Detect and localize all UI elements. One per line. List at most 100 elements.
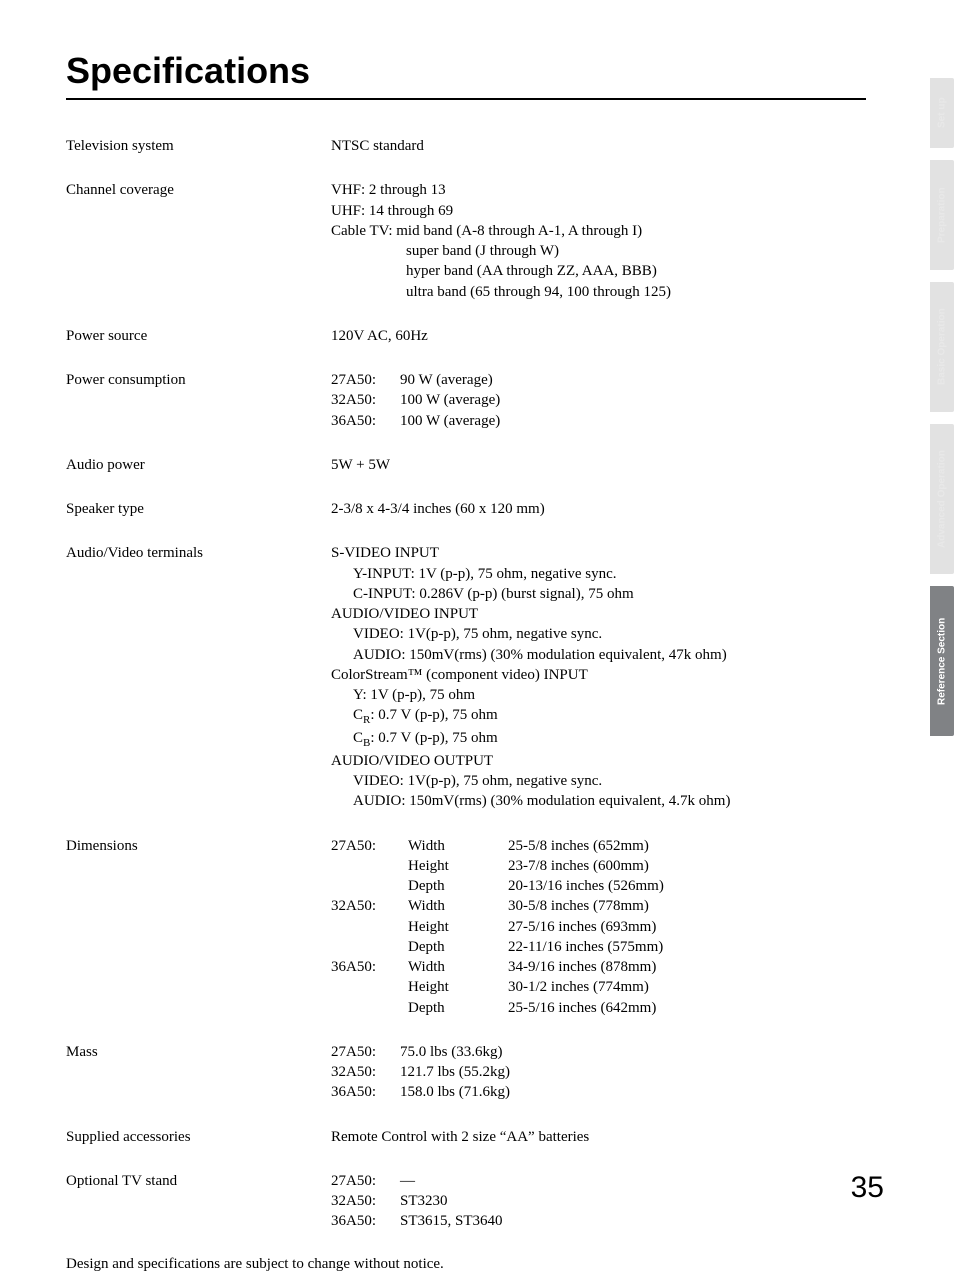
model-line: 27A50:— bbox=[331, 1171, 894, 1191]
dimension-line: 32A50:Width30-5/8 inches (778mm) bbox=[331, 896, 894, 916]
dimension-value: 30-1/2 inches (774mm) bbox=[508, 977, 894, 997]
spec-value: VHF: 2 through 13 UHF: 14 through 69 Cab… bbox=[331, 180, 894, 302]
dimension-value: 27-5/16 inches (693mm) bbox=[508, 917, 894, 937]
spec-label: Mass bbox=[66, 1042, 331, 1062]
dimension-model bbox=[331, 856, 408, 876]
dimension-model bbox=[331, 998, 408, 1018]
dimension-measure: Depth bbox=[408, 937, 508, 957]
spec-row-power-source: Power source 120V AC, 60Hz bbox=[66, 326, 894, 346]
dimension-measure: Height bbox=[408, 917, 508, 937]
dimension-line: Depth22-11/16 inches (575mm) bbox=[331, 937, 894, 957]
model-value: 75.0 lbs (33.6kg) bbox=[400, 1042, 503, 1062]
av-group-item: CB: 0.7 V (p-p), 75 ohm bbox=[331, 728, 894, 751]
spec-value: 27A50:75.0 lbs (33.6kg) 32A50:121.7 lbs … bbox=[331, 1042, 894, 1103]
spec-value: 2-3/8 x 4-3/4 inches (60 x 120 mm) bbox=[331, 499, 894, 519]
model-name: 36A50: bbox=[331, 411, 400, 431]
coverage-line-indent: super band (J through W) bbox=[331, 241, 894, 261]
model-name: 27A50: bbox=[331, 1171, 400, 1191]
spec-row-dimensions: Dimensions 27A50:Width25-5/8 inches (652… bbox=[66, 836, 894, 1018]
spec-label: Dimensions bbox=[66, 836, 331, 856]
spec-row-power-consumption: Power consumption 27A50:90 W (average) 3… bbox=[66, 370, 894, 431]
model-name: 32A50: bbox=[331, 1062, 400, 1082]
av-group-head: AUDIO/VIDEO INPUT bbox=[331, 604, 894, 624]
spec-row-mass: Mass 27A50:75.0 lbs (33.6kg) 32A50:121.7… bbox=[66, 1042, 894, 1103]
model-line: 36A50:158.0 lbs (71.6kg) bbox=[331, 1082, 894, 1102]
dimension-measure: Width bbox=[408, 896, 508, 916]
av-group-item: Y-INPUT: 1V (p-p), 75 ohm, negative sync… bbox=[331, 564, 894, 584]
coverage-line-indent: ultra band (65 through 94, 100 through 1… bbox=[331, 282, 894, 302]
dimension-line: Depth20-13/16 inches (526mm) bbox=[331, 876, 894, 896]
spec-label: Television system bbox=[66, 136, 331, 156]
coverage-line-indent: hyper band (AA through ZZ, AAA, BBB) bbox=[331, 261, 894, 281]
dimension-value: 34-9/16 inches (878mm) bbox=[508, 957, 894, 977]
model-line: 32A50:121.7 lbs (55.2kg) bbox=[331, 1062, 894, 1082]
section-tab[interactable]: Preparation bbox=[930, 160, 954, 270]
dimension-line: Depth25-5/16 inches (642mm) bbox=[331, 998, 894, 1018]
av-group-head: ColorStream™ (component video) INPUT bbox=[331, 665, 894, 685]
spec-value: S-VIDEO INPUTY-INPUT: 1V (p-p), 75 ohm, … bbox=[331, 543, 894, 811]
page: Specifications Television system NTSC st… bbox=[0, 0, 954, 1235]
model-value: ST3615, ST3640 bbox=[400, 1211, 503, 1231]
model-name: 32A50: bbox=[331, 1191, 400, 1211]
dimension-measure: Width bbox=[408, 836, 508, 856]
page-number: 35 bbox=[851, 1171, 884, 1205]
section-tab[interactable]: Reference Section bbox=[930, 586, 954, 736]
section-tab[interactable]: Advanced Operation bbox=[930, 424, 954, 574]
spec-row-av-terminals: Audio/Video terminals S-VIDEO INPUTY-INP… bbox=[66, 543, 894, 811]
spec-label: Power source bbox=[66, 326, 331, 346]
model-name: 27A50: bbox=[331, 370, 400, 390]
dimension-value: 25-5/16 inches (642mm) bbox=[508, 998, 894, 1018]
spec-label: Channel coverage bbox=[66, 180, 331, 200]
dimension-value: 25-5/8 inches (652mm) bbox=[508, 836, 894, 856]
dimension-model: 27A50: bbox=[331, 836, 408, 856]
dimension-measure: Depth bbox=[408, 998, 508, 1018]
dimension-value: 23-7/8 inches (600mm) bbox=[508, 856, 894, 876]
spec-row-channel-coverage: Channel coverage VHF: 2 through 13 UHF: … bbox=[66, 180, 894, 302]
dimension-value: 20-13/16 inches (526mm) bbox=[508, 876, 894, 896]
coverage-line: UHF: 14 through 69 bbox=[331, 201, 894, 221]
dimension-model bbox=[331, 876, 408, 896]
coverage-line: Cable TV: mid band (A-8 through A-1, A t… bbox=[331, 221, 894, 241]
spec-label: Power consumption bbox=[66, 370, 331, 390]
model-name: 36A50: bbox=[331, 1082, 400, 1102]
av-group-head: S-VIDEO INPUT bbox=[331, 543, 894, 563]
dimension-line: 36A50:Width34-9/16 inches (878mm) bbox=[331, 957, 894, 977]
av-group-item: C-INPUT: 0.286V (p-p) (burst signal), 75… bbox=[331, 584, 894, 604]
dimension-line: Height23-7/8 inches (600mm) bbox=[331, 856, 894, 876]
spec-label: Audio/Video terminals bbox=[66, 543, 331, 563]
dimension-line: Height30-1/2 inches (774mm) bbox=[331, 977, 894, 997]
spec-row-optional-stand: Optional TV stand 27A50:— 32A50:ST3230 3… bbox=[66, 1171, 894, 1232]
spec-value: 120V AC, 60Hz bbox=[331, 326, 894, 346]
dimension-model bbox=[331, 977, 408, 997]
dimension-measure: Depth bbox=[408, 876, 508, 896]
dimension-model bbox=[331, 937, 408, 957]
spec-value: 27A50:90 W (average) 32A50:100 W (averag… bbox=[331, 370, 894, 431]
model-value: — bbox=[400, 1171, 415, 1191]
model-line: 36A50:ST3615, ST3640 bbox=[331, 1211, 894, 1231]
dimension-measure: Height bbox=[408, 977, 508, 997]
dimension-measure: Width bbox=[408, 957, 508, 977]
dimension-model: 36A50: bbox=[331, 957, 408, 977]
dimension-model: 32A50: bbox=[331, 896, 408, 916]
section-tab[interactable]: Set up bbox=[930, 78, 954, 148]
spec-value: 27A50:— 32A50:ST3230 36A50:ST3615, ST364… bbox=[331, 1171, 894, 1232]
av-group-item: AUDIO: 150mV(rms) (30% modulation equiva… bbox=[331, 645, 894, 665]
spec-value: Remote Control with 2 size “AA” batterie… bbox=[331, 1127, 894, 1147]
spec-label: Supplied accessories bbox=[66, 1127, 331, 1147]
model-value: 100 W (average) bbox=[400, 411, 500, 431]
av-group-item: Y: 1V (p-p), 75 ohm bbox=[331, 685, 894, 705]
av-group-item: VIDEO: 1V(p-p), 75 ohm, negative sync. bbox=[331, 624, 894, 644]
dimension-measure: Height bbox=[408, 856, 508, 876]
model-line: 36A50:100 W (average) bbox=[331, 411, 894, 431]
dimension-line: 27A50:Width25-5/8 inches (652mm) bbox=[331, 836, 894, 856]
model-value: 100 W (average) bbox=[400, 390, 500, 410]
model-value: 121.7 lbs (55.2kg) bbox=[400, 1062, 510, 1082]
model-line: 27A50:75.0 lbs (33.6kg) bbox=[331, 1042, 894, 1062]
spec-row-speaker-type: Speaker type 2-3/8 x 4-3/4 inches (60 x … bbox=[66, 499, 894, 519]
spec-row-television-system: Television system NTSC standard bbox=[66, 136, 894, 156]
av-group-head: AUDIO/VIDEO OUTPUT bbox=[331, 751, 894, 771]
section-tab[interactable]: Basic Operation bbox=[930, 282, 954, 412]
model-value: ST3230 bbox=[400, 1191, 448, 1211]
model-name: 32A50: bbox=[331, 390, 400, 410]
spec-value: 27A50:Width25-5/8 inches (652mm)Height23… bbox=[331, 836, 894, 1018]
